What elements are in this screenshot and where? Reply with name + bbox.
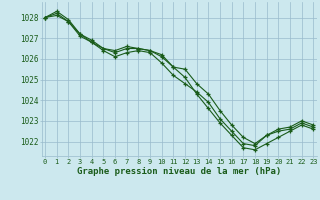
X-axis label: Graphe pression niveau de la mer (hPa): Graphe pression niveau de la mer (hPa) bbox=[77, 167, 281, 176]
